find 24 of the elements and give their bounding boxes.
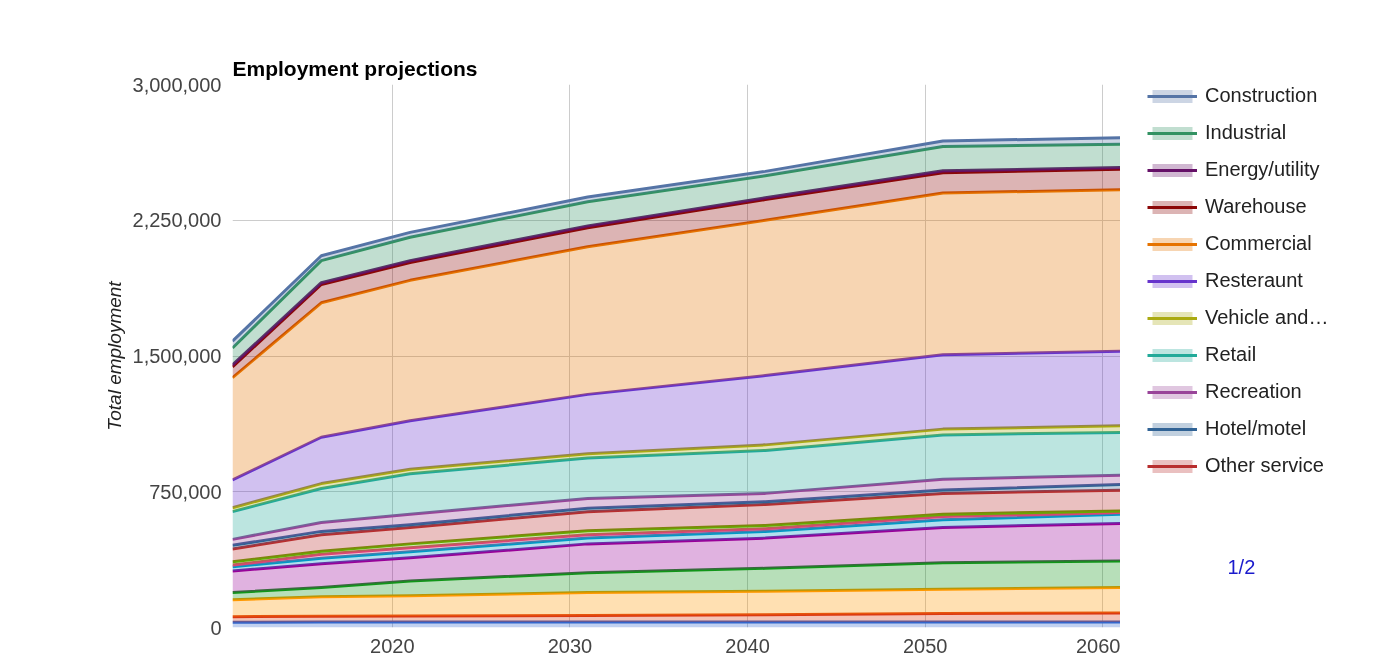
legend-label: Retail xyxy=(1205,343,1257,366)
y-tick-label: 0 xyxy=(210,616,222,639)
legend-label: Construction xyxy=(1205,84,1318,107)
legend-label: Other service xyxy=(1205,454,1324,477)
x-tick-label: 2040 xyxy=(725,634,770,657)
y-tick-label: 2,250,000 xyxy=(132,209,222,232)
x-tick-label: 2060 xyxy=(1076,634,1121,657)
y-axis-title: Total employment xyxy=(103,280,125,431)
y-tick-label: 1,500,000 xyxy=(132,345,222,367)
text: 1/2 xyxy=(1227,555,1256,578)
chart-title: Employment projections xyxy=(232,56,478,80)
x-tick-label: 2050 xyxy=(902,634,948,657)
legend-label: Vehicle and… xyxy=(1205,306,1329,329)
y-tick-label: 3,000,000 xyxy=(132,73,222,96)
x-tick-label: 2020 xyxy=(370,634,415,657)
y-tick-label: 750,000 xyxy=(149,480,222,503)
legend-label: Industrial xyxy=(1205,121,1287,144)
legend-label: Commercial xyxy=(1205,232,1312,255)
x-tick-label: 2030 xyxy=(547,634,593,657)
legend-label: Resteraunt xyxy=(1205,269,1303,292)
legend-label: Hotel/motel xyxy=(1205,417,1307,440)
legend-label: Warehouse xyxy=(1205,195,1307,218)
legend-label: Recreation xyxy=(1205,380,1302,403)
legend-label: Energy/utility xyxy=(1205,158,1320,181)
